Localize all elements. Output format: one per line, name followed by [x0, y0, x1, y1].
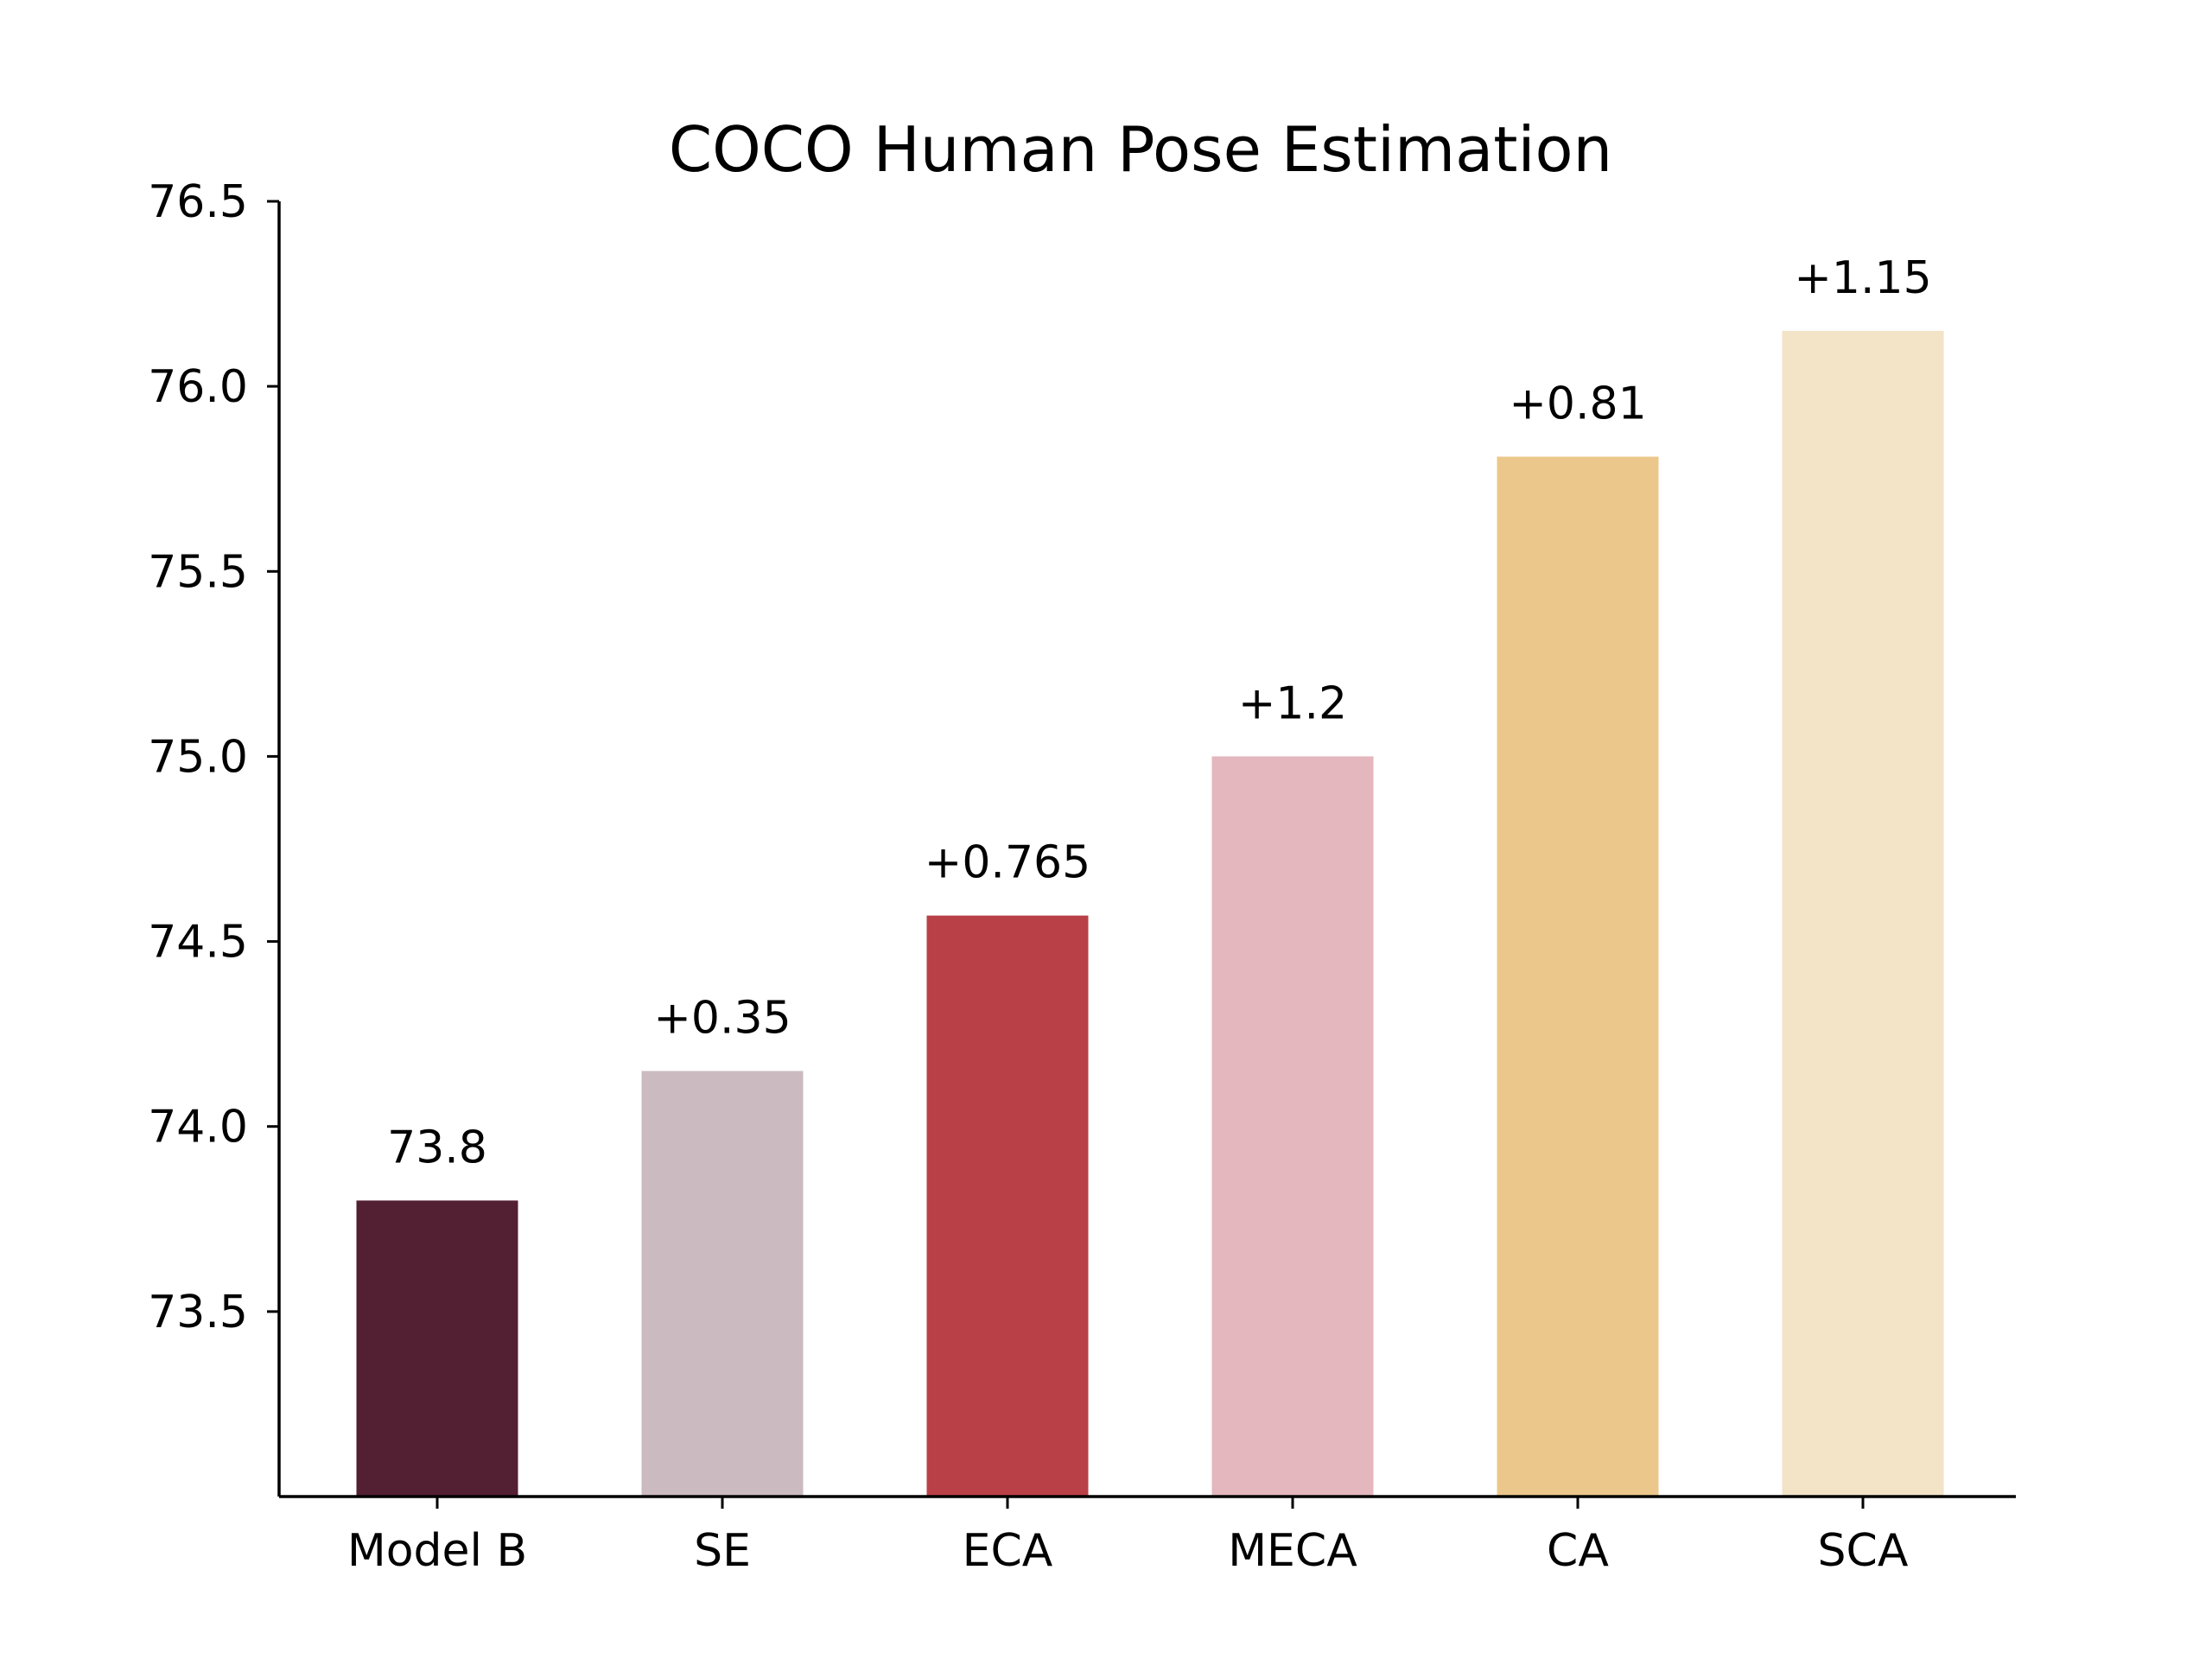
x-tick-label: SCA	[1818, 1525, 1909, 1577]
y-tick-label: 74.5	[148, 917, 248, 969]
bar-model-b	[356, 1200, 518, 1497]
data-label: 73.8	[387, 1122, 487, 1173]
bar-meca	[1211, 756, 1374, 1497]
bars-group	[356, 330, 1944, 1497]
x-tick-label: Model B	[347, 1525, 527, 1577]
data-labels-group: 73.8 +0.35 +0.765 +1.2 +0.81 +1.15	[387, 252, 1932, 1174]
bar-sca	[1782, 330, 1944, 1497]
y-tick-label: 75.5	[148, 546, 248, 598]
y-axis: 73.5 74.0 74.5 75.0 75.5 76.0 76.5	[148, 176, 281, 1497]
x-tick-label: SE	[694, 1525, 751, 1577]
y-tick-label: 75.0	[148, 731, 248, 783]
x-tick-label: CA	[1547, 1525, 1609, 1577]
bar-eca	[926, 915, 1089, 1497]
x-tick-label: ECA	[963, 1525, 1053, 1577]
y-tick-label: 76.5	[148, 176, 248, 228]
x-axis: Model B SE ECA MECA CA SCA	[279, 1495, 2016, 1577]
data-label: +0.35	[653, 993, 791, 1045]
chart-title: COCO Human Pose Estimation	[669, 113, 1612, 186]
y-tick-label: 73.5	[148, 1287, 248, 1338]
data-label: +1.15	[1794, 252, 1931, 304]
data-label: +0.765	[925, 837, 1090, 889]
y-tick-label: 74.0	[148, 1102, 248, 1154]
x-tick-label: MECA	[1228, 1525, 1357, 1577]
data-label: +0.81	[1509, 378, 1646, 430]
y-tick-label: 76.0	[148, 361, 248, 413]
data-label: +1.2	[1238, 677, 1347, 729]
bar-ca	[1497, 456, 1659, 1497]
bar-se	[641, 1071, 804, 1497]
